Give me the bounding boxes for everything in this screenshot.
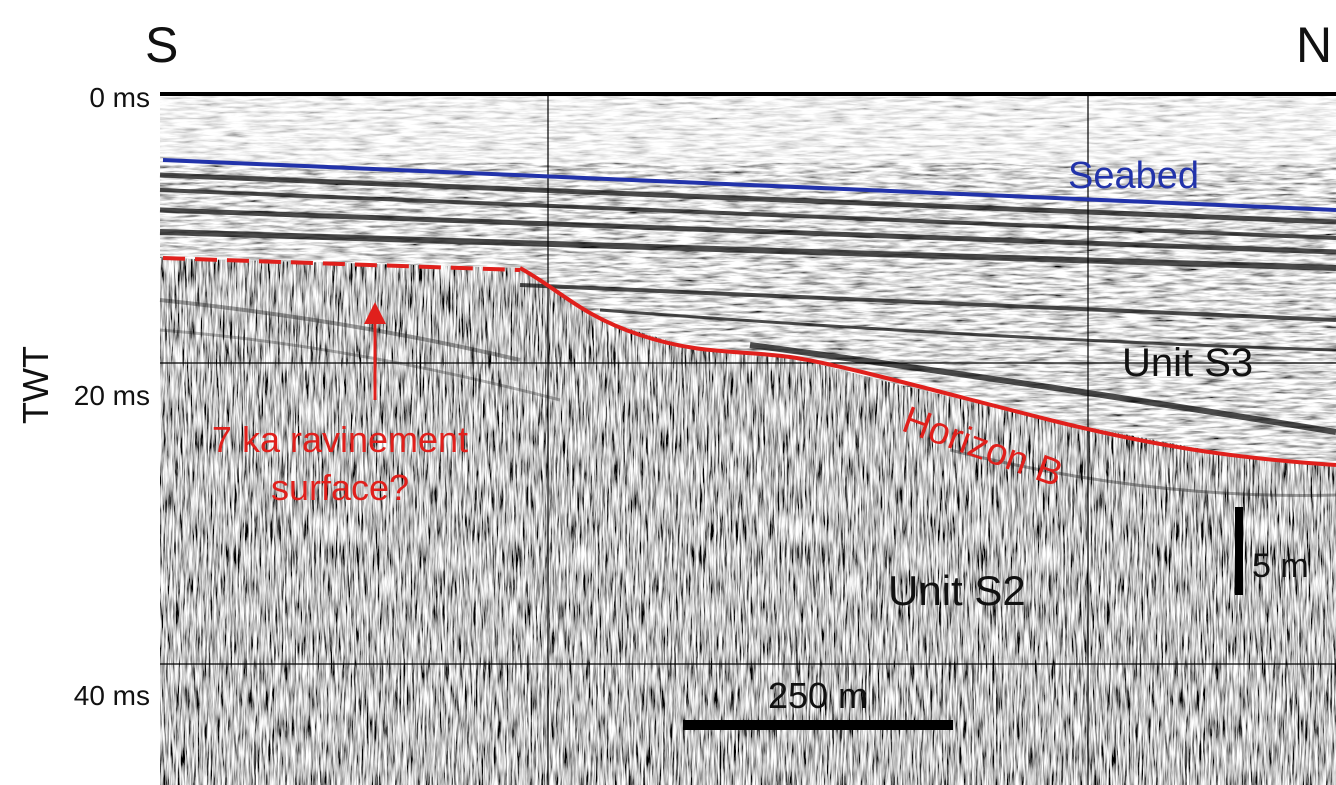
unit-s2-label: Unit S2 [888,567,1026,614]
y-tick-label: 20 ms [74,380,150,411]
vertical-scale-label: 5 m [1252,547,1309,585]
south-label: S [145,17,178,73]
figure: S N 0 ms 20 ms 40 ms TWT Seabed Unit S3 … [0,0,1336,785]
vertical-scale-bar [1235,507,1243,595]
ravinement-label: surface? [271,467,409,508]
north-label: N [1296,17,1332,73]
ravinement-label: 7 ka ravinement [212,419,468,460]
seabed-label: Seabed [1068,155,1199,197]
axis-title: TWT [15,346,56,424]
horizontal-scale-bar [683,720,953,730]
y-tick-label: 40 ms [74,680,150,711]
horizontal-scale-label: 250 m [768,675,868,716]
y-tick-label: 0 ms [89,82,150,113]
unit-s3-label: Unit S3 [1122,341,1253,385]
